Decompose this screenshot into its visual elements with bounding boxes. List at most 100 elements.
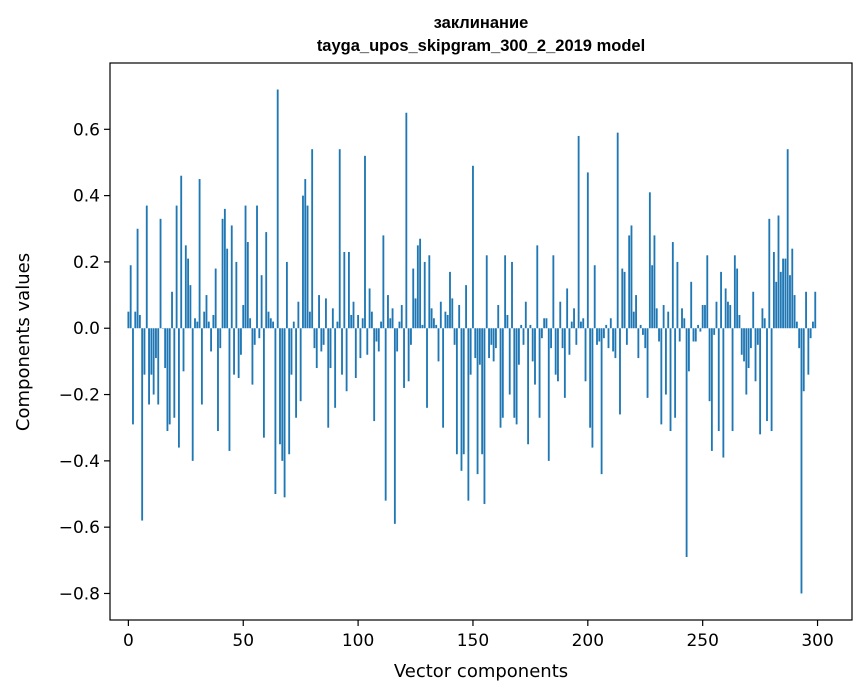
bar-11 [152,328,155,395]
bar-0 [127,311,130,329]
bar-217 [625,328,628,345]
bar-136 [439,301,442,329]
bar-164 [504,255,507,329]
bar-143 [455,328,458,455]
bar-146 [462,328,465,455]
bar-256 [715,301,718,329]
bar-65 [276,89,279,329]
bar-76 [302,195,304,329]
bar-144 [458,305,461,329]
bar-190 [563,328,566,398]
bar-70 [288,328,291,455]
bar-20 [173,328,176,418]
x-tick-label: 200 [572,631,604,651]
bar-166 [508,328,511,395]
bar-236 [669,328,672,432]
x-tick-label: 150 [457,631,489,651]
bar-59 [262,328,265,438]
bar-180 [540,328,543,339]
bar-225 [644,328,647,349]
bar-125 [414,298,417,329]
bar-68 [283,328,286,498]
bar-270 [747,328,750,369]
bar-257 [717,328,720,432]
bar-218 [628,235,631,329]
bar-124 [412,268,415,329]
bar-231 [658,328,660,342]
y-tick-label: −0.2 [59,386,100,406]
bar-10 [150,328,153,375]
y-tick-label: −0.4 [59,452,100,472]
bar-263 [731,328,734,432]
bar-273 [754,328,757,382]
y-tick-label: 0.2 [73,253,100,273]
bar-281 [772,251,775,329]
bar-105 [368,288,371,329]
bar-75 [299,328,302,402]
bar-191 [566,288,569,329]
bar-269 [745,328,748,395]
plot-frame [109,62,853,621]
bar-115 [391,308,394,329]
bar-188 [559,301,562,329]
bar-282 [775,281,778,329]
bar-284 [779,271,782,329]
chart-subtitle: tayga_upos_skipgram_300_2_2019 model [317,37,645,55]
bar-215 [621,268,624,329]
bar-140 [449,271,451,329]
bar-74 [297,301,300,329]
bar-141 [451,298,454,329]
bar-258 [720,271,722,329]
bar-101 [359,328,362,359]
bar-122 [407,328,410,382]
bar-274 [756,328,759,345]
bar-138 [444,311,447,329]
bar-109 [377,328,380,352]
bar-276 [761,308,764,329]
bar-268 [743,328,745,362]
bar-199 [584,328,587,382]
bar-66 [279,328,281,445]
bar-51 [244,205,247,329]
bar-265 [736,268,739,329]
x-tick-label: 0 [123,631,134,651]
bar-25 [184,245,187,329]
bar-168 [513,328,516,418]
bar-97 [350,314,353,329]
bar-298 [812,321,814,329]
bar-201 [589,328,592,428]
bar-277 [763,318,766,329]
bar-63 [272,321,275,329]
y-tick-label: 0.0 [73,319,100,339]
chart-title: заклинание [434,14,529,32]
bar-77 [304,179,307,329]
bar-130 [426,328,428,408]
bar-160 [495,328,497,349]
bar-132 [430,308,433,329]
bar-116 [393,328,396,524]
bar-260 [724,288,727,329]
bar-279 [768,218,771,329]
bar-127 [419,238,422,329]
bar-131 [428,255,431,329]
bar-3 [134,311,137,329]
bar-208 [605,324,608,329]
bar-114 [389,318,392,329]
bar-38 [214,268,217,329]
bar-290 [793,295,796,329]
y-tick-label: −0.8 [59,584,100,604]
bar-87 [327,328,330,428]
bar-67 [281,328,284,461]
bar-182 [545,318,548,329]
y-tick-label: 0.6 [73,120,100,140]
bar-173 [524,301,527,329]
bar-64 [274,328,277,495]
bar-239 [676,261,679,329]
bar-46 [233,328,235,375]
bar-150 [472,165,474,329]
bar-53 [249,318,252,329]
bar-142 [453,328,456,345]
bar-58 [260,275,263,329]
bar-266 [738,314,741,329]
